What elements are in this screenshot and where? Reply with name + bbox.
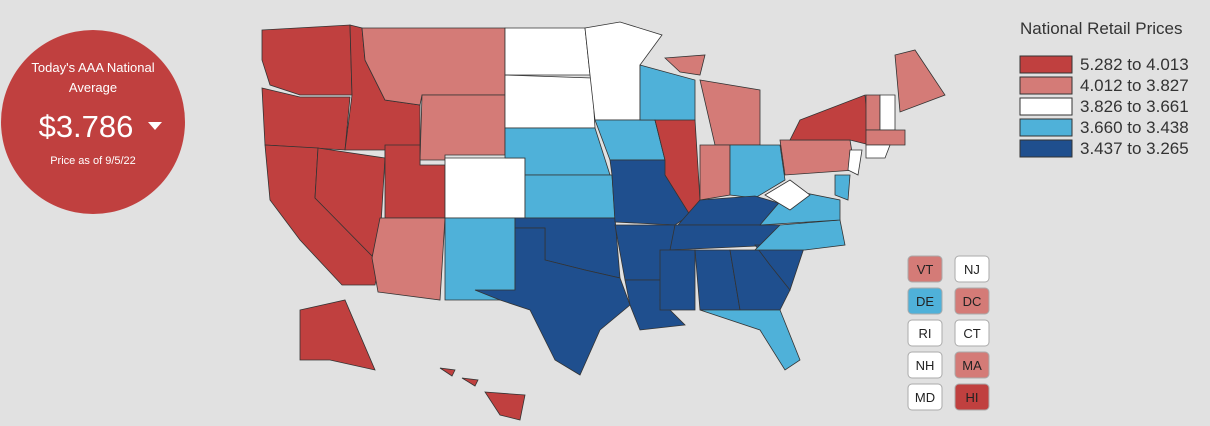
state[interactable] (847, 149, 863, 176)
badge-date-box: Price as of 9/5/22 (50, 155, 136, 167)
state-box[interactable] (907, 255, 943, 283)
badge-circle (1, 30, 185, 214)
state[interactable] (299, 299, 376, 371)
state[interactable] (461, 377, 479, 387)
state[interactable] (764, 179, 811, 211)
state[interactable] (504, 27, 591, 76)
state[interactable] (699, 309, 801, 371)
state[interactable] (789, 94, 871, 146)
state-box-label: HI (966, 390, 979, 405)
state-box[interactable] (954, 319, 990, 347)
legend-swatch (1019, 118, 1073, 137)
legend-label: 5.282 to 4.013 (1080, 55, 1189, 74)
state-box[interactable] (907, 383, 943, 411)
state-box[interactable] (907, 351, 943, 379)
legend: National Retail Prices 5.282 to 4.013 4.0… (1019, 19, 1189, 158)
legend-label: 3.437 to 3.265 (1080, 139, 1189, 158)
badge-price: $3.786 (39, 109, 134, 144)
legend-swatch (1019, 97, 1073, 116)
state[interactable] (865, 94, 881, 131)
state-box-label: MA (962, 358, 982, 373)
state[interactable] (524, 174, 616, 219)
state-box[interactable] (954, 255, 990, 283)
legend-label: 4.012 to 3.827 (1080, 76, 1189, 95)
state[interactable] (474, 227, 631, 376)
state[interactable] (779, 139, 856, 176)
state-box[interactable] (954, 351, 990, 379)
legend-swatch (1019, 55, 1073, 74)
legend-label: 3.660 to 3.438 (1080, 118, 1189, 137)
state[interactable] (419, 94, 506, 161)
state-box-label: RI (919, 326, 932, 341)
state[interactable] (361, 27, 506, 106)
state[interactable] (699, 79, 761, 146)
state-box-label: MD (915, 390, 935, 405)
legend-swatch (1019, 76, 1073, 95)
state[interactable] (729, 144, 786, 199)
state[interactable] (865, 129, 906, 146)
legend-label: 3.826 to 3.661 (1080, 97, 1189, 116)
state[interactable] (371, 217, 446, 301)
legend-swatch (1019, 139, 1073, 158)
state[interactable] (664, 54, 706, 76)
state-box[interactable] (954, 383, 990, 411)
state-box[interactable] (907, 319, 943, 347)
state[interactable] (659, 249, 696, 311)
state[interactable] (444, 217, 516, 301)
state[interactable] (504, 74, 596, 129)
small-state-boxes: VT NJ DE DC RI CT NH MA MD HI (907, 255, 990, 411)
state[interactable] (865, 144, 891, 159)
state-box-label: CT (963, 326, 980, 341)
state[interactable] (699, 144, 731, 201)
badge-title: Today's AAA National Average (31, 60, 155, 95)
us-map (261, 21, 946, 421)
state[interactable] (261, 24, 353, 96)
state[interactable] (594, 119, 666, 161)
badge-caret (148, 122, 162, 130)
national-average-badge[interactable]: Today's AAA National Average $3.786 Pric… (1, 30, 185, 214)
state[interactable] (484, 391, 526, 421)
state[interactable] (894, 49, 946, 113)
state[interactable] (439, 367, 456, 377)
badge-title-box: Today's AAA National Average (31, 60, 155, 95)
state[interactable] (879, 94, 896, 131)
state-box-label: VT (917, 262, 934, 277)
state-box[interactable] (954, 287, 990, 315)
state-box-label: NJ (964, 262, 980, 277)
state-box-label: DE (916, 294, 934, 309)
legend-title: National Retail Prices (1020, 19, 1183, 38)
state[interactable] (444, 157, 526, 219)
state-box-label: DC (963, 294, 982, 309)
badge-date: Price as of 9/5/22 (50, 155, 136, 167)
state[interactable] (261, 87, 351, 151)
state[interactable] (834, 174, 851, 201)
state-box-label: NH (916, 358, 935, 373)
state-box[interactable] (907, 287, 943, 315)
